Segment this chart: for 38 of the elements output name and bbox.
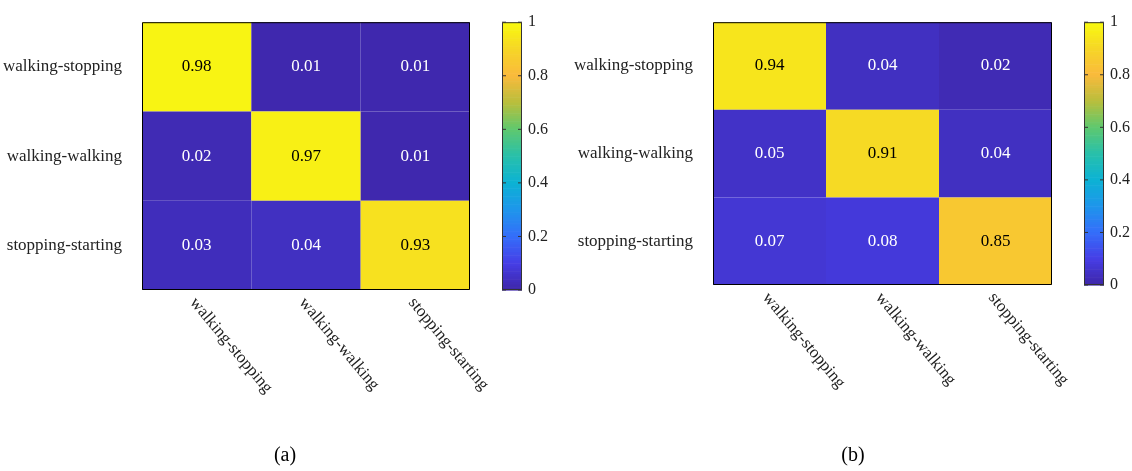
color-bar-label: 0.8 (528, 65, 548, 83)
data-label: 0.07 (754, 230, 785, 250)
y-tick-label: stopping-starting (6, 234, 123, 254)
data-label: 0.04 (980, 143, 1011, 163)
y-tick-label: walking-walking (6, 145, 123, 165)
data-label: 0.01 (400, 145, 431, 165)
color-bar-label: 0.4 (528, 173, 548, 191)
data-label: 0.05 (754, 143, 785, 163)
data-label: 0.01 (291, 56, 321, 76)
color-bar-label: 0.2 (1110, 222, 1130, 240)
y-tick-label: walking-stopping (3, 56, 123, 76)
data-label: 0.97 (291, 145, 322, 165)
data-label: 0.02 (980, 55, 1011, 75)
y-tick-label: stopping-starting (577, 230, 694, 250)
data-label: 0.01 (400, 56, 431, 76)
color-bar-label: 0 (528, 280, 536, 298)
color-bar-label: 0.6 (1110, 117, 1130, 135)
color-bar-label: 0.2 (528, 226, 548, 244)
text: (b) (841, 443, 865, 467)
data-label: 0.98 (181, 56, 212, 76)
data-label: 0.03 (181, 234, 212, 254)
color-bar-label: 0.6 (528, 119, 548, 137)
data-label: 0.08 (867, 230, 898, 250)
color-bar-label: 0.4 (1110, 170, 1130, 188)
y-tick-label: walking-walking (577, 143, 694, 163)
data-label: 0.93 (400, 234, 431, 254)
data-label: 0.02 (181, 145, 212, 165)
data-label: 0.85 (980, 230, 1011, 250)
color-bar-label: 1 (528, 12, 536, 30)
color-bar-label: 0.8 (1110, 64, 1130, 82)
text: (a) (273, 443, 297, 467)
color-bar-label: 1 (1110, 12, 1118, 30)
data-label: 0.94 (754, 55, 785, 75)
data-label: 0.91 (867, 143, 898, 163)
data-label: 0.04 (867, 55, 898, 75)
y-tick-label: walking-stopping (574, 55, 694, 75)
data-label: 0.04 (291, 234, 322, 254)
color-bar-label: 0 (1110, 275, 1118, 293)
